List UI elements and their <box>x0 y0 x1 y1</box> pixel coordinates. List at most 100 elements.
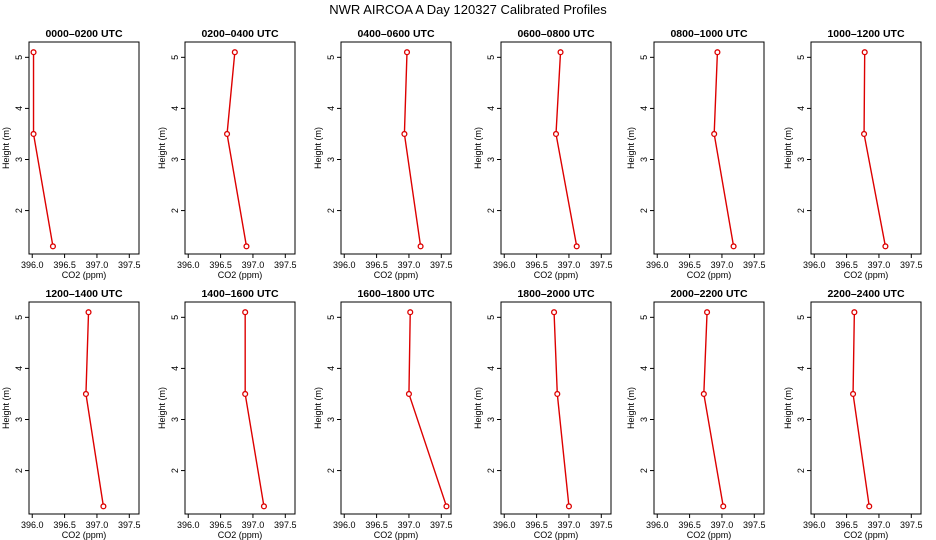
x-tick-label: 397.5 <box>590 520 613 530</box>
x-tick-label: 397.5 <box>743 520 766 530</box>
profile-line <box>32 52 54 247</box>
panel-title: 1200–1400 UTC <box>45 288 122 300</box>
profile-panel: 0200–0400 UTC 396.0 396.5 397.0 397.5 2 3 4 5 CO2… <box>157 28 297 280</box>
y-tick-label: 4 <box>14 106 24 111</box>
x-tick-label: 396.5 <box>525 520 548 530</box>
y-tick-label: 3 <box>486 417 496 422</box>
x-tick-label: 396.0 <box>333 520 356 530</box>
profile-point <box>417 243 424 250</box>
y-tick-label: 2 <box>639 208 649 213</box>
y-axis-label: Height (m) <box>473 387 483 429</box>
figure-title: NWR AIRCOA A Day 120327 Calibrated Profi… <box>329 2 607 17</box>
x-tick-label: 397.0 <box>242 520 265 530</box>
y-axis-label: Height (m) <box>783 127 793 169</box>
x-tick-label: 397.0 <box>711 260 734 270</box>
y-tick-label: 3 <box>14 417 24 422</box>
profile-line <box>553 312 570 507</box>
y-tick-label: 4 <box>170 106 180 111</box>
x-tick-label: 396.0 <box>333 260 356 270</box>
x-tick-label: 397.5 <box>274 260 297 270</box>
x-tick-label: 396.0 <box>646 520 669 530</box>
panel-title: 1800–2000 UTC <box>517 288 594 300</box>
profile-point <box>405 390 412 398</box>
profile-point <box>242 390 249 398</box>
x-tick-label: 396.5 <box>678 520 701 530</box>
plot-frame <box>500 41 612 255</box>
plot-frame <box>653 301 765 515</box>
profile-panel: 1800–2000 UTC 396.0 396.5 397.0 397.5 2 3 4 5 CO2… <box>473 288 613 540</box>
profile-point <box>573 243 580 250</box>
profile-panel: 0800–1000 UTC 396.0 396.5 397.0 397.5 2 3 4 5 CO2… <box>626 28 766 280</box>
x-axis-label: CO2 (ppm) <box>687 530 732 540</box>
profile-point <box>407 309 414 316</box>
y-tick-label: 2 <box>326 208 336 213</box>
profile-point <box>443 503 450 510</box>
profile-line <box>403 52 422 247</box>
x-tick-label: 396.5 <box>53 260 76 270</box>
plot-frame <box>28 301 140 515</box>
y-tick-label: 3 <box>14 157 24 162</box>
y-tick-label: 2 <box>486 468 496 473</box>
y-tick-label: 3 <box>486 157 496 162</box>
y-tick-label: 2 <box>796 468 806 473</box>
x-axis-label: CO2 (ppm) <box>534 270 579 280</box>
profile-panel: 1200–1400 UTC 396.0 396.5 397.0 397.5 2 3 4 5 CO2… <box>1 288 141 540</box>
y-axis-label: Height (m) <box>473 127 483 169</box>
x-tick-label: 396.0 <box>493 520 516 530</box>
y-tick-label: 5 <box>486 55 496 60</box>
y-tick-label: 2 <box>639 468 649 473</box>
x-axis-label: CO2 (ppm) <box>374 270 419 280</box>
profile-point <box>551 309 558 316</box>
profile-point <box>730 243 737 250</box>
y-tick-label: 4 <box>639 106 649 111</box>
x-tick-label: 397.0 <box>558 520 581 530</box>
x-tick-label: 397.5 <box>430 520 453 530</box>
x-tick-label: 397.5 <box>118 260 141 270</box>
x-tick-label: 396.0 <box>803 260 826 270</box>
y-axis-label: Height (m) <box>783 387 793 429</box>
profile-point <box>552 130 560 138</box>
x-axis-label: CO2 (ppm) <box>687 270 732 280</box>
y-tick-label: 3 <box>639 417 649 422</box>
y-tick-label: 5 <box>639 55 649 60</box>
panel-title: 1000–1200 UTC <box>827 28 904 40</box>
y-tick-label: 3 <box>170 417 180 422</box>
x-tick-label: 397.0 <box>398 260 421 270</box>
profile-point <box>403 49 411 56</box>
profile-panel: 1000–1200 UTC 396.0 396.5 397.0 397.5 2 3 4 5 CO2… <box>783 28 923 280</box>
panel-title: 2200–2400 UTC <box>827 288 904 300</box>
x-axis-label: CO2 (ppm) <box>62 270 107 280</box>
y-tick-label: 3 <box>326 417 336 422</box>
panel-title: 0800–1000 UTC <box>670 28 747 40</box>
profile-panel: 0400–0600 UTC 396.0 396.5 397.0 397.5 2 3 4 5 CO2… <box>313 28 453 280</box>
profile-point <box>30 130 37 138</box>
plot-frame <box>653 41 765 255</box>
y-axis-label: Height (m) <box>313 127 323 169</box>
x-axis-label: CO2 (ppm) <box>218 530 263 540</box>
profile-line <box>226 52 248 247</box>
x-tick-label: 397.5 <box>118 520 141 530</box>
y-tick-label: 4 <box>486 106 496 111</box>
x-axis-label: CO2 (ppm) <box>844 530 889 540</box>
profile-point <box>866 503 873 510</box>
x-tick-label: 396.0 <box>493 260 516 270</box>
plot-frame <box>28 41 140 255</box>
y-tick-label: 2 <box>170 208 180 213</box>
y-tick-label: 4 <box>326 106 336 111</box>
profile-point <box>711 130 718 138</box>
x-axis-label: CO2 (ppm) <box>62 530 107 540</box>
profile-panel: 1400–1600 UTC 396.0 396.5 397.0 397.5 2 3 4 5 CO2… <box>157 288 297 540</box>
profile-point <box>714 49 721 56</box>
x-tick-label: 396.0 <box>177 260 200 270</box>
x-tick-label: 397.0 <box>86 260 109 270</box>
plot-frame <box>184 41 296 255</box>
x-tick-label: 397.0 <box>242 260 265 270</box>
profile-point <box>49 243 56 250</box>
y-tick-label: 4 <box>796 106 806 111</box>
x-tick-label: 396.5 <box>53 520 76 530</box>
x-tick-label: 397.5 <box>900 520 923 530</box>
profile-point <box>100 503 107 510</box>
y-tick-label: 4 <box>170 366 180 371</box>
x-tick-label: 397.0 <box>868 260 891 270</box>
